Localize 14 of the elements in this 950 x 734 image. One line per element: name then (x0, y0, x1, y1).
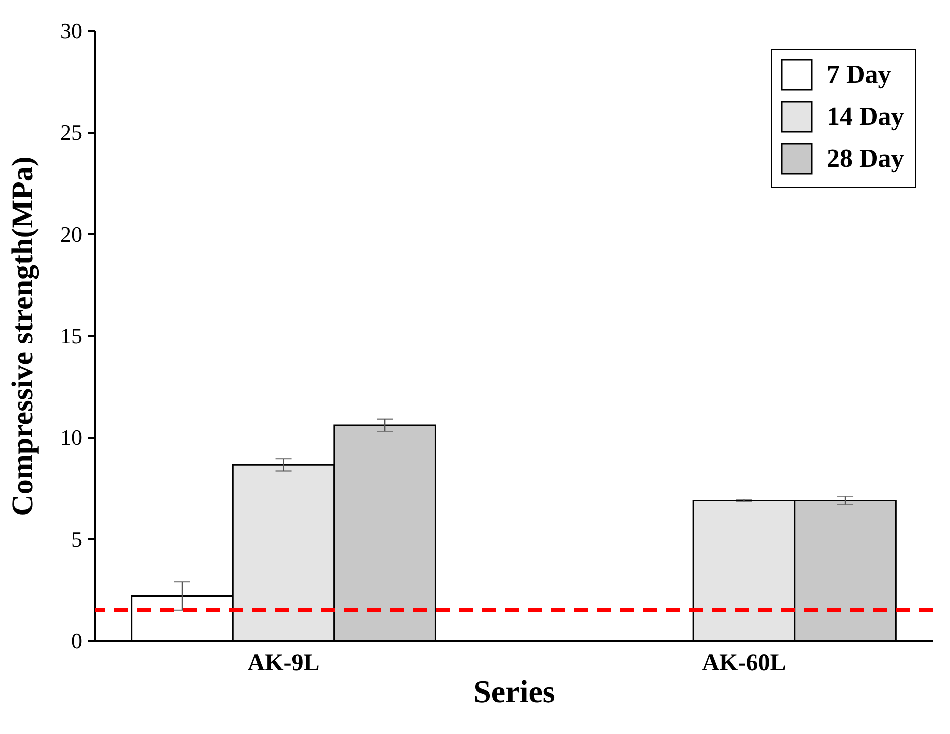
x-axis-title: Series (474, 674, 556, 710)
y-axis-title: Compressive strength(MPa) (6, 156, 40, 516)
x-tick-label: AK-9L (248, 650, 320, 676)
x-tick-label: AK-60L (702, 650, 786, 676)
legend-label: 14 Day (827, 102, 904, 131)
y-tick-label: 25 (60, 120, 82, 146)
y-tick-label: 15 (60, 324, 82, 348)
legend-label: 7 Day (827, 60, 892, 89)
y-tick-label: 20 (60, 222, 82, 247)
y-tick-label: 0 (72, 628, 82, 654)
y-tick-label: 30 (60, 18, 82, 44)
y-tick-label: 5 (72, 526, 82, 552)
y-tick-label: 10 (60, 425, 82, 450)
legend-label: 28 Day (827, 144, 904, 173)
